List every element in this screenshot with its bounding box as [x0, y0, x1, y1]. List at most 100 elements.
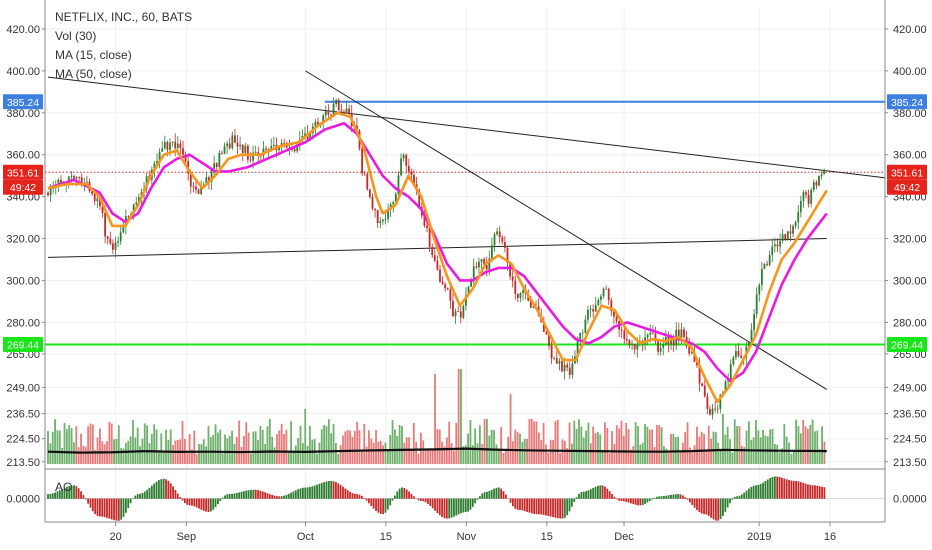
ao-bar — [778, 477, 781, 499]
time-tick-label: 15 — [541, 531, 553, 543]
price-tick-label: 300.00 — [6, 275, 40, 287]
volume-bar — [155, 429, 158, 464]
ao-bar — [568, 498, 571, 512]
candle-body — [270, 145, 273, 150]
horizontal-levels[interactable] — [45, 100, 885, 346]
candle-body — [309, 133, 312, 140]
volume-bar — [403, 442, 406, 464]
ao-bar — [497, 487, 500, 499]
ao-bar — [285, 494, 288, 499]
ao-bar — [667, 495, 670, 499]
left-price-axis[interactable]: 420.00400.00380.00360.00340.00320.00300.… — [6, 24, 45, 506]
volume-bar — [181, 420, 184, 464]
volume-bar — [139, 446, 141, 464]
ao-bar — [327, 481, 330, 499]
legend-item-volume[interactable]: Vol (30) — [55, 29, 96, 43]
volume-bar — [814, 431, 816, 464]
ao-bar — [188, 498, 191, 506]
ao-bar — [443, 498, 446, 519]
candle-body — [433, 255, 436, 261]
trendline[interactable] — [305, 70, 828, 390]
volume-bar — [719, 449, 722, 464]
volume-bar — [686, 422, 689, 464]
legend-item-ma15[interactable]: MA (15, close) — [55, 48, 132, 62]
time-axis[interactable]: 20 Sep Oct 15 Nov 15 Dec 2019 16 — [109, 522, 836, 543]
ao-bar — [764, 481, 767, 499]
candle-body — [711, 408, 714, 415]
ao-bar — [228, 494, 231, 499]
ao-bar — [679, 494, 682, 499]
candle-body — [283, 142, 286, 144]
ao-bar — [115, 498, 118, 521]
legend-item-ma50[interactable]: MA (50, close) — [55, 67, 132, 81]
trendline[interactable] — [47, 76, 885, 179]
price-tick-label: 420.00 — [6, 24, 40, 36]
candle-body — [683, 329, 685, 337]
volume-bar — [618, 428, 621, 464]
ao-bar — [722, 498, 724, 516]
ao-bar — [655, 496, 658, 499]
ao-bar — [174, 489, 177, 499]
ao-bar — [606, 488, 609, 499]
candle-body — [426, 225, 428, 229]
candle-body — [623, 330, 626, 339]
volume-bar — [65, 429, 68, 464]
ao-bar — [127, 498, 130, 509]
volume-bar — [738, 426, 741, 464]
ao-bar — [651, 498, 654, 500]
candle-body — [566, 364, 569, 368]
ao-bar — [252, 489, 255, 499]
volume-bar — [238, 420, 241, 464]
ao-bar — [179, 497, 182, 499]
ao-bar — [235, 492, 238, 499]
ao-bar — [384, 498, 387, 513]
ao-bar — [681, 495, 684, 499]
volume-bar — [124, 442, 127, 464]
volume-bar — [276, 434, 278, 464]
candle-body — [57, 179, 60, 185]
volume-bar — [264, 444, 267, 464]
candle-body — [498, 231, 501, 238]
volume-bar — [771, 428, 774, 464]
ao-bar — [65, 486, 68, 499]
ao-bar — [412, 496, 415, 499]
ao-bar — [238, 492, 241, 499]
time-tick-label: Nov — [457, 531, 477, 543]
volume-bar — [773, 443, 776, 464]
ao-bar — [68, 486, 71, 499]
ao-bar — [172, 486, 174, 499]
ao-bar — [644, 498, 646, 504]
candle-body — [514, 280, 517, 294]
volume-panel — [47, 369, 827, 464]
ao-bar — [582, 491, 585, 499]
ao-bar — [363, 497, 366, 499]
ao-bar — [733, 496, 736, 499]
candle-body — [241, 144, 244, 153]
candle-body — [252, 152, 254, 161]
ao-bar — [429, 498, 432, 506]
ao-bar — [637, 498, 639, 506]
volume-bar — [186, 453, 189, 464]
candle-body — [812, 182, 815, 190]
ao-bar — [419, 498, 422, 501]
volume-bar — [540, 439, 543, 464]
candle-body — [568, 367, 571, 375]
ao-bar — [474, 498, 477, 504]
volume-bar — [332, 423, 335, 464]
candle-body — [205, 177, 208, 185]
candle-body — [553, 357, 556, 359]
ao-bar — [247, 490, 250, 499]
volume-bar — [103, 444, 106, 464]
volume-bar — [478, 425, 481, 464]
volume-bar — [445, 437, 448, 464]
candle-body — [737, 351, 740, 356]
candle-body — [49, 188, 52, 196]
ao-bar — [304, 487, 307, 499]
ao-bar — [639, 498, 642, 506]
candle-body — [208, 177, 210, 182]
ao-bar — [372, 498, 375, 509]
ao-bar — [776, 476, 779, 499]
volume-bar — [545, 444, 547, 464]
volume-bar — [559, 452, 562, 464]
